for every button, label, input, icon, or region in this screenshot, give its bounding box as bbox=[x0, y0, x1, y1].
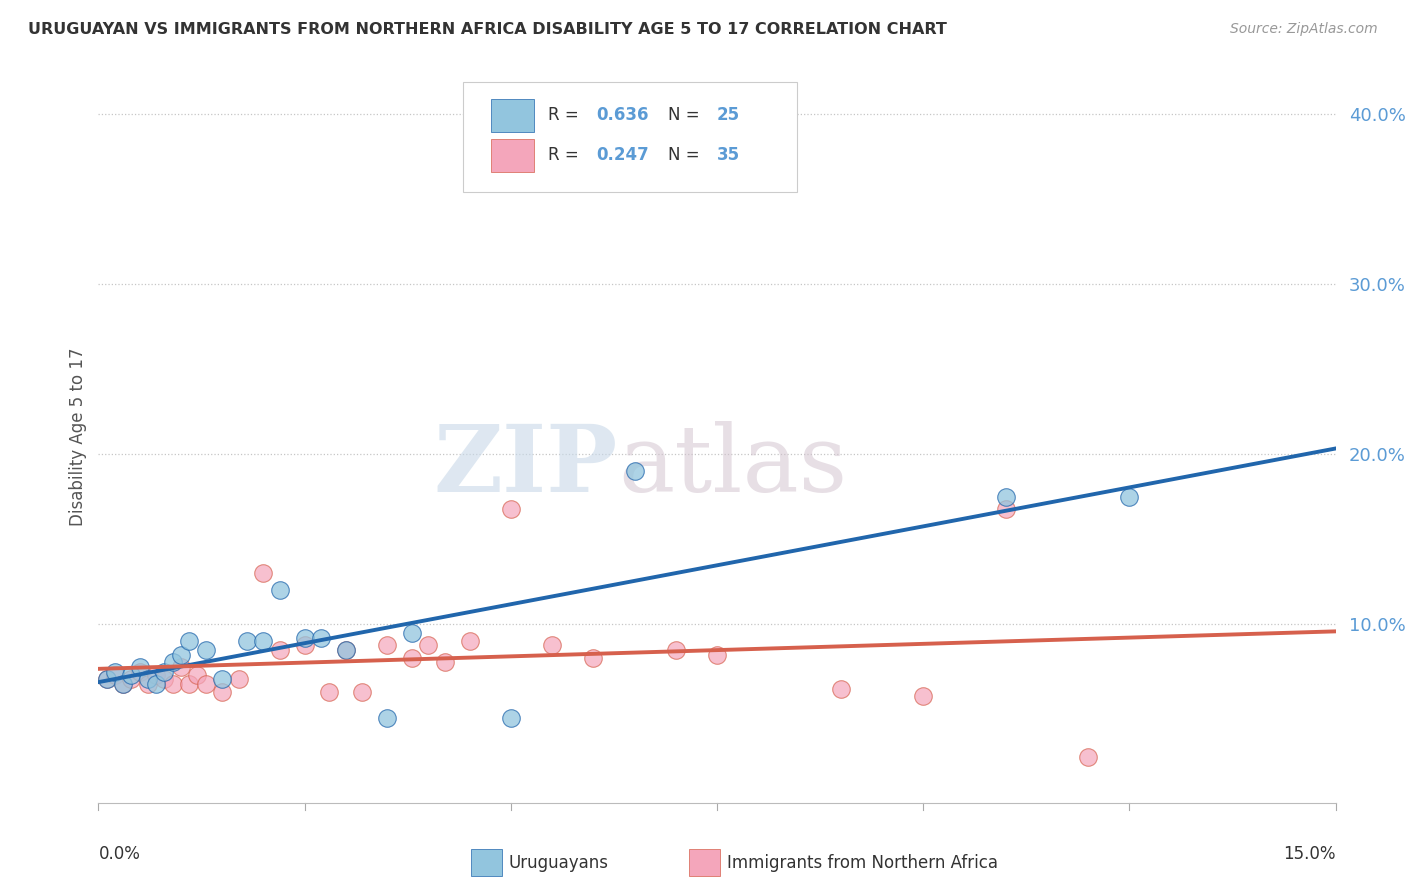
Point bbox=[252, 634, 274, 648]
Point bbox=[458, 634, 481, 648]
Point bbox=[236, 634, 259, 648]
Point bbox=[912, 689, 935, 703]
Point bbox=[665, 642, 688, 657]
Point bbox=[162, 677, 184, 691]
Point bbox=[170, 648, 193, 662]
Text: Source: ZipAtlas.com: Source: ZipAtlas.com bbox=[1230, 22, 1378, 37]
Point bbox=[830, 681, 852, 696]
Point bbox=[252, 566, 274, 581]
Point bbox=[499, 711, 522, 725]
Point bbox=[269, 583, 291, 598]
Point bbox=[120, 668, 142, 682]
Point bbox=[352, 685, 374, 699]
Point bbox=[136, 672, 159, 686]
Point bbox=[112, 677, 135, 691]
Point bbox=[623, 464, 645, 478]
Point bbox=[294, 631, 316, 645]
Point bbox=[186, 668, 208, 682]
Point bbox=[1118, 490, 1140, 504]
Point bbox=[104, 668, 127, 682]
Point bbox=[375, 711, 398, 725]
Point bbox=[96, 672, 118, 686]
Point bbox=[170, 659, 193, 673]
Point bbox=[128, 665, 150, 679]
Point bbox=[294, 638, 316, 652]
Text: 35: 35 bbox=[717, 146, 740, 164]
FancyBboxPatch shape bbox=[464, 82, 797, 192]
Point bbox=[335, 642, 357, 657]
Point bbox=[706, 648, 728, 662]
Point bbox=[499, 501, 522, 516]
Point bbox=[194, 677, 217, 691]
Text: 15.0%: 15.0% bbox=[1284, 846, 1336, 863]
Point bbox=[120, 672, 142, 686]
Point bbox=[179, 634, 201, 648]
Text: N =: N = bbox=[668, 106, 704, 124]
FancyBboxPatch shape bbox=[491, 99, 534, 132]
Point bbox=[401, 625, 423, 640]
Point bbox=[994, 501, 1017, 516]
Point bbox=[194, 642, 217, 657]
Text: Immigrants from Northern Africa: Immigrants from Northern Africa bbox=[727, 854, 998, 871]
Point bbox=[228, 672, 250, 686]
Point bbox=[318, 685, 340, 699]
Point bbox=[582, 651, 605, 665]
Text: ZIP: ZIP bbox=[434, 421, 619, 511]
Point bbox=[136, 677, 159, 691]
Point bbox=[145, 668, 167, 682]
Y-axis label: Disability Age 5 to 17: Disability Age 5 to 17 bbox=[69, 348, 87, 526]
Point bbox=[401, 651, 423, 665]
Point bbox=[335, 642, 357, 657]
Text: URUGUAYAN VS IMMIGRANTS FROM NORTHERN AFRICA DISABILITY AGE 5 TO 17 CORRELATION : URUGUAYAN VS IMMIGRANTS FROM NORTHERN AF… bbox=[28, 22, 948, 37]
Text: atlas: atlas bbox=[619, 421, 848, 511]
Text: R =: R = bbox=[547, 106, 583, 124]
Point bbox=[145, 677, 167, 691]
Point bbox=[162, 655, 184, 669]
Text: N =: N = bbox=[668, 146, 704, 164]
Point bbox=[418, 638, 440, 652]
Point bbox=[1077, 750, 1099, 764]
Point bbox=[309, 631, 332, 645]
Text: 0.0%: 0.0% bbox=[98, 846, 141, 863]
Text: R =: R = bbox=[547, 146, 583, 164]
Point bbox=[375, 638, 398, 652]
Point bbox=[433, 655, 456, 669]
Point bbox=[104, 665, 127, 679]
Point bbox=[128, 659, 150, 673]
Point bbox=[541, 638, 564, 652]
Point bbox=[269, 642, 291, 657]
Point bbox=[211, 672, 233, 686]
Text: Uruguayans: Uruguayans bbox=[509, 854, 609, 871]
Point bbox=[994, 490, 1017, 504]
FancyBboxPatch shape bbox=[491, 138, 534, 171]
Point bbox=[179, 677, 201, 691]
Point bbox=[153, 672, 176, 686]
Text: 0.636: 0.636 bbox=[596, 106, 648, 124]
Point bbox=[211, 685, 233, 699]
Text: 0.247: 0.247 bbox=[596, 146, 648, 164]
Point bbox=[153, 665, 176, 679]
Point bbox=[96, 672, 118, 686]
Point bbox=[112, 677, 135, 691]
Text: 25: 25 bbox=[717, 106, 740, 124]
